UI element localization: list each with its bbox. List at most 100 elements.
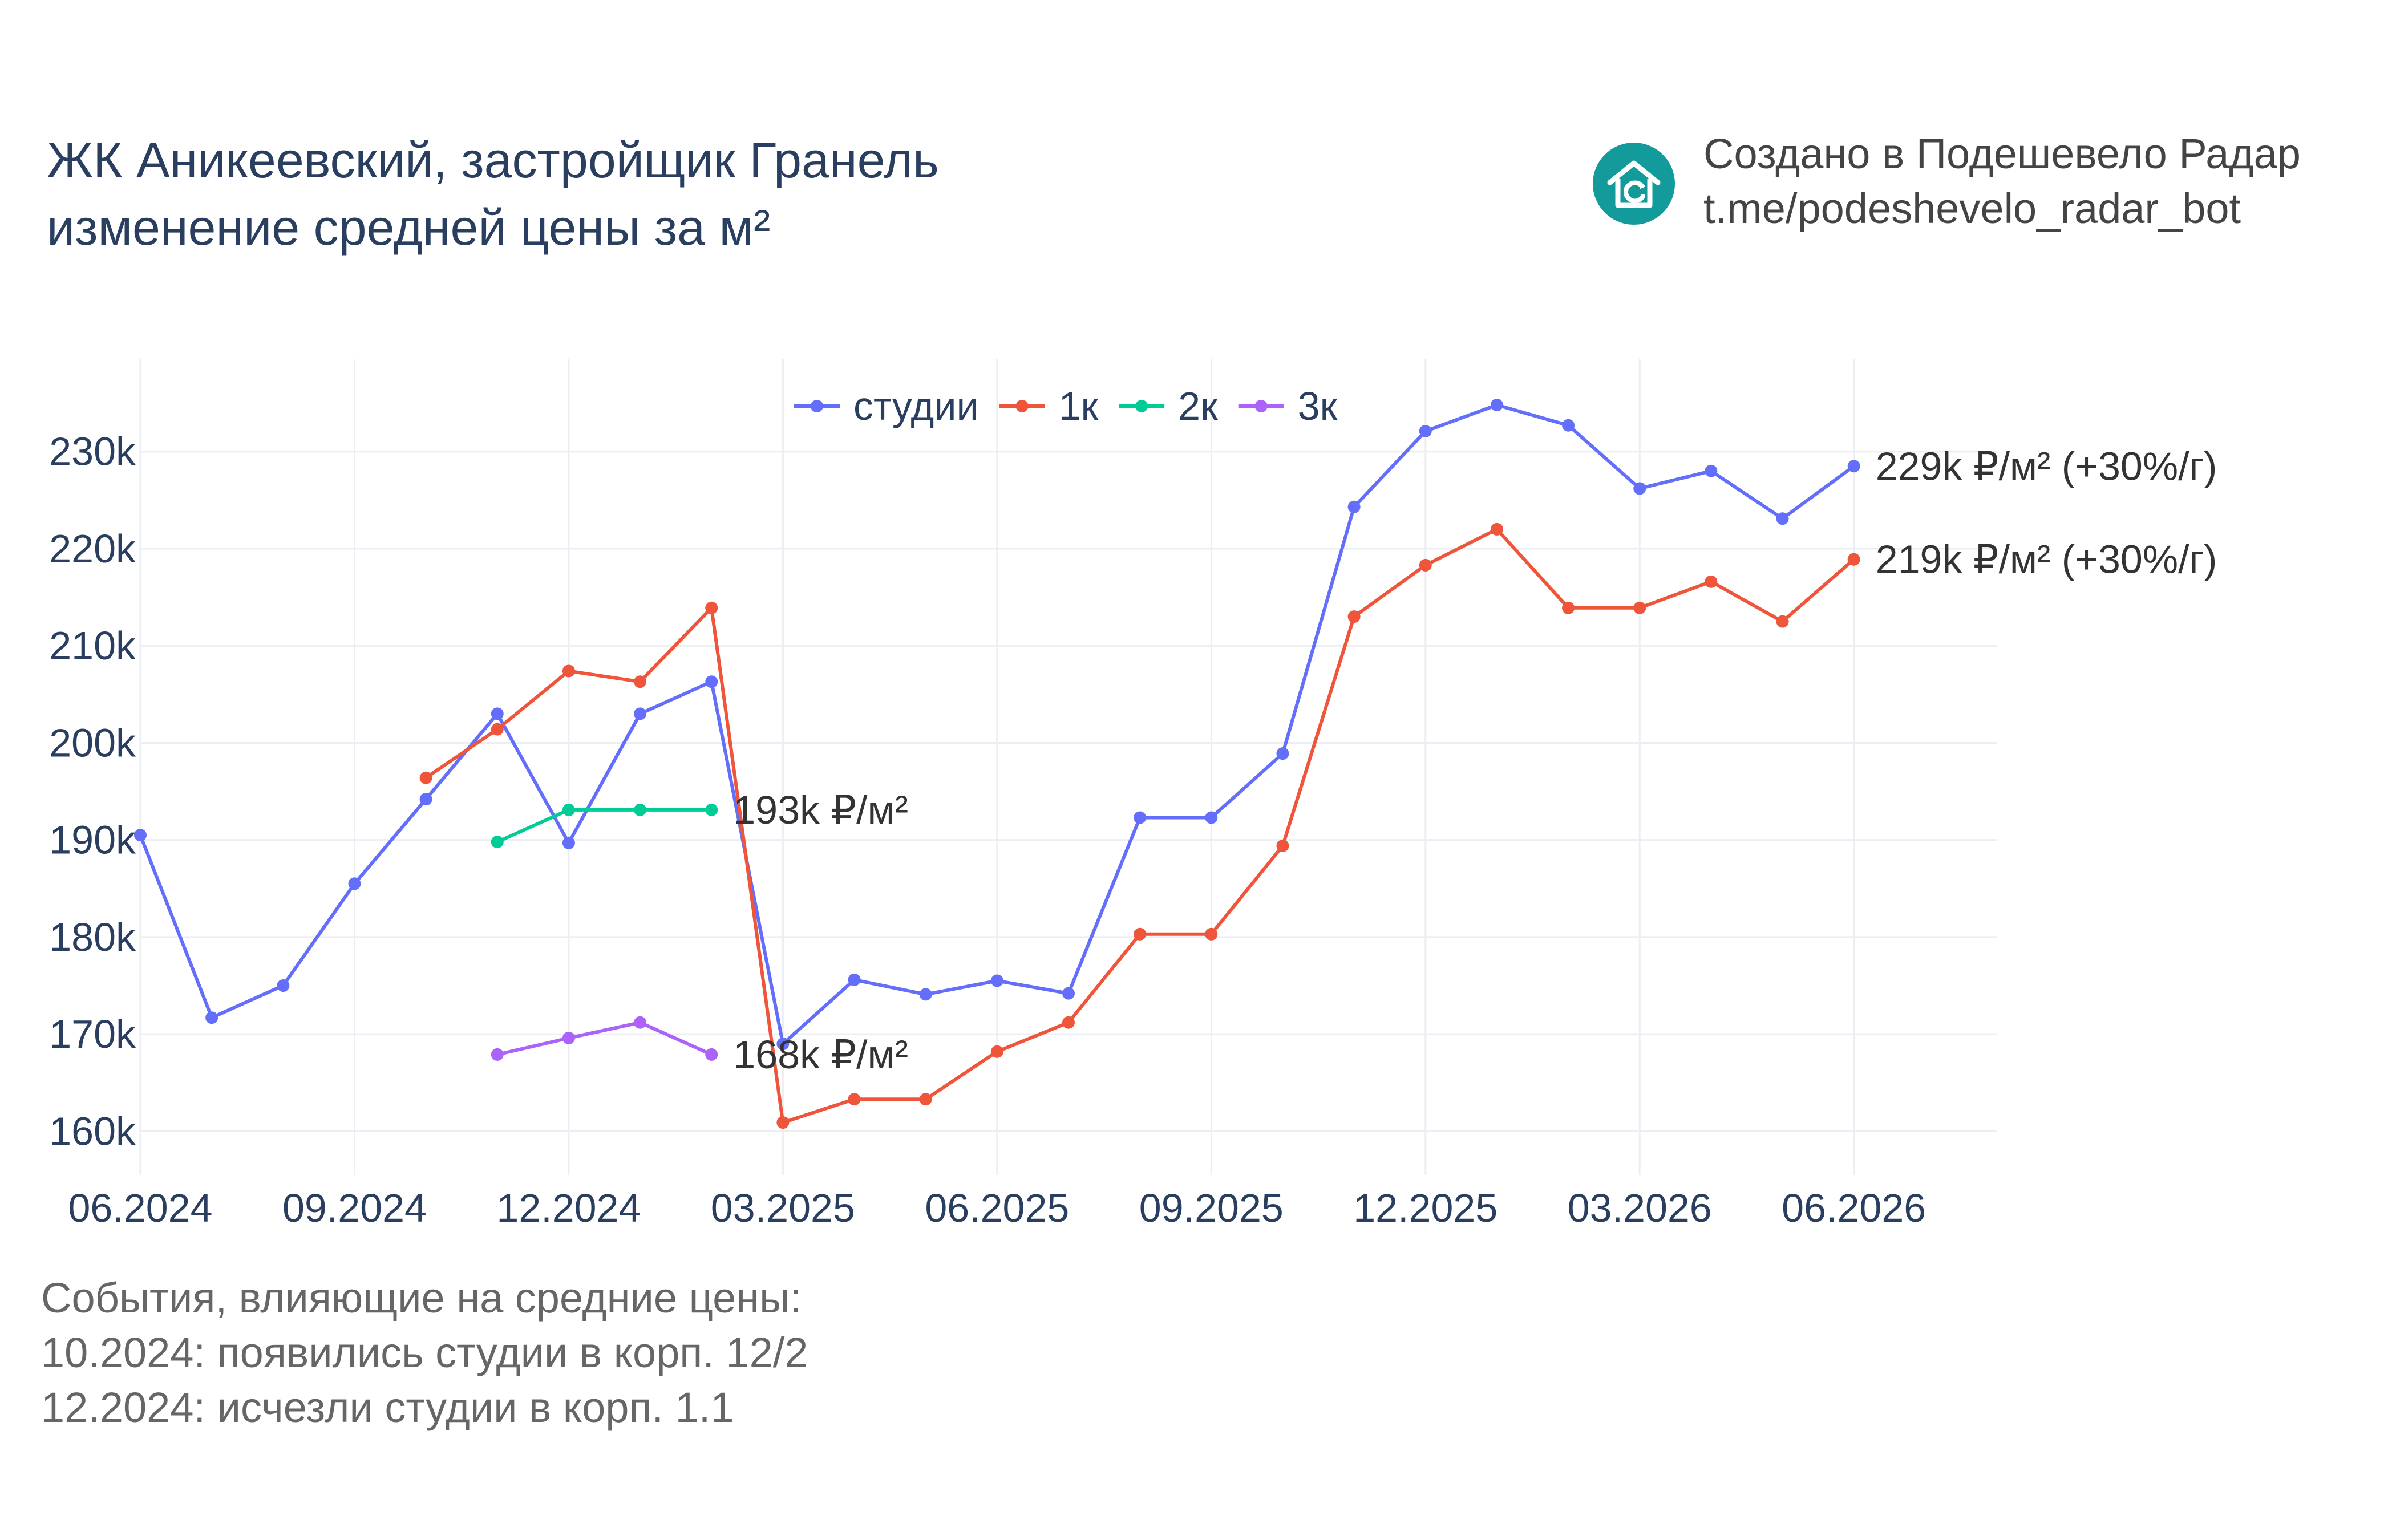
y-tick-label: 180k: [49, 915, 136, 959]
y-tick-label: 170k: [49, 1012, 136, 1056]
events-heading: События, влияющие на средние цены:: [41, 1274, 802, 1322]
data-point: [1562, 419, 1575, 432]
brand-link[interactable]: t.me/podeshevelo_radar_bot: [1703, 185, 2241, 232]
data-label: 229k ₽/м² (+30%/г): [1876, 444, 2217, 488]
data-point: [1276, 839, 1289, 852]
axis-ticks: 160k 170k 180k 190k 200k 210k 220k 230k 06.2024 0…: [49, 429, 1926, 1230]
data-point: [277, 979, 290, 992]
data-point: [419, 771, 432, 784]
data-point: [562, 664, 575, 678]
brand-block: Создано в Подешевело Радар t.me/podeshev…: [1703, 127, 2301, 236]
x-tick-label: 09.2024: [282, 1186, 427, 1230]
grid: [139, 359, 1997, 1175]
data-point: [1347, 610, 1361, 623]
y-tick-label: 220k: [49, 526, 136, 571]
data-point: [1490, 522, 1503, 536]
data-point: [990, 1045, 1003, 1058]
data-point: [1705, 575, 1718, 588]
data-label: 193k ₽/м²: [733, 788, 908, 832]
legend-item-1к: 1к: [999, 384, 1099, 428]
legend-item-2к: 2к: [1119, 384, 1218, 428]
x-tick-label: 12.2025: [1353, 1186, 1498, 1230]
data-point: [1847, 460, 1860, 473]
legend-marker: [1135, 400, 1148, 412]
events-block: События, влияющие на средние цены: 10.20…: [41, 1271, 808, 1435]
data-point: [1633, 482, 1646, 495]
series-line: [495, 1020, 714, 1056]
data-point: [1205, 811, 1218, 824]
x-tick-label: 12.2024: [496, 1186, 641, 1230]
data-point: [205, 1011, 218, 1024]
data-point: [1776, 615, 1789, 628]
data-point: [848, 1093, 861, 1106]
data-point: [705, 601, 718, 614]
legend-marker: [1254, 400, 1268, 412]
series-студии: [134, 399, 1860, 1051]
data-point: [491, 723, 504, 736]
data-point: [776, 1038, 790, 1051]
data-point: [705, 803, 718, 816]
legend-marker: [811, 400, 823, 412]
data-point: [1419, 424, 1432, 437]
data-point: [1062, 987, 1075, 1000]
series-layer: [134, 399, 1860, 1129]
house-icon: [1593, 143, 1675, 225]
data-label: 219k ₽/м² (+30%/г): [1876, 537, 2217, 582]
data-point: [1134, 811, 1147, 824]
data-point: [634, 707, 647, 720]
data-point: [919, 1093, 932, 1106]
series-1к: [419, 522, 1860, 1129]
data-point: [1776, 512, 1789, 525]
data-point: [1633, 601, 1646, 614]
legend-label: студии: [853, 384, 979, 428]
event-item: 10.2024: появились студии в корп. 12/2: [41, 1329, 808, 1376]
data-point: [491, 836, 504, 849]
y-tick-label: 200k: [49, 720, 136, 765]
data-point: [1276, 747, 1289, 760]
data-point: [1062, 1016, 1075, 1029]
event-item: 12.2024: исчезли студии в корп. 1.1: [41, 1384, 734, 1431]
data-point: [1847, 553, 1860, 566]
data-point: [705, 675, 718, 688]
data-point: [562, 1031, 575, 1044]
brand-line-1: Создано в Подешевело Радар: [1703, 130, 2301, 177]
data-point: [419, 793, 432, 806]
data-point: [1490, 399, 1503, 412]
y-tick-label: 210k: [49, 623, 136, 668]
data-point: [634, 803, 647, 816]
x-tick-label: 06.2026: [1782, 1186, 1926, 1230]
data-point: [848, 973, 861, 986]
data-label: 168k ₽/м²: [733, 1032, 908, 1077]
title-line-1: ЖК Аникеевский, застройщик Гранель: [47, 132, 939, 188]
x-tick-label: 03.2026: [1568, 1186, 1712, 1230]
x-tick-label: 03.2025: [711, 1186, 855, 1230]
data-point: [1562, 601, 1575, 614]
y-tick-label: 160k: [49, 1109, 136, 1153]
legend-item-3к: 3к: [1238, 384, 1338, 428]
data-point: [562, 836, 575, 849]
series-3к: [491, 1016, 718, 1061]
data-point: [1134, 927, 1147, 941]
legend-label: 2к: [1178, 384, 1218, 428]
data-point: [491, 1048, 504, 1061]
data-point: [990, 974, 1003, 987]
y-tick-label: 190k: [49, 818, 136, 862]
data-point: [705, 1048, 718, 1061]
legend-marker: [1015, 400, 1029, 412]
y-tick-label: 230k: [49, 429, 136, 474]
x-tick-label: 06.2024: [68, 1186, 212, 1230]
data-point: [1205, 927, 1218, 941]
data-point: [1419, 558, 1432, 572]
legend-label: 3к: [1298, 384, 1338, 428]
data-point: [634, 675, 647, 688]
data-point: [919, 988, 932, 1001]
data-point: [348, 877, 361, 890]
title-line-2: изменение средней цены за м²: [47, 199, 771, 256]
legend: студии 1к 2к 3к: [794, 384, 1338, 428]
series-2к: [491, 803, 718, 849]
data-point: [634, 1016, 647, 1029]
data-point: [776, 1116, 790, 1129]
series-line: [495, 808, 714, 844]
legend-item-студии: студии: [794, 384, 979, 428]
